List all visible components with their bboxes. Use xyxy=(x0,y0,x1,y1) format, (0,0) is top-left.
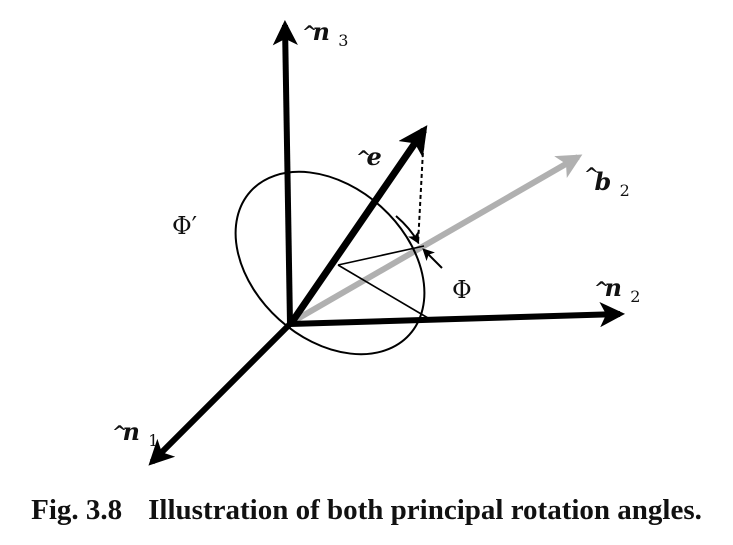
n1-axis xyxy=(148,321,293,466)
figure-caption-text: Illustration of both principal rotation … xyxy=(148,494,702,526)
phi-label: Φ xyxy=(452,276,472,304)
n1-sub: 1 xyxy=(148,431,158,450)
n2-axis xyxy=(289,302,626,328)
n2-label: ^ n 2 xyxy=(594,271,640,306)
rotation-diagram: ^ n 3 ^ n 2 ^ n 1 ^ e ^ b 2 Φ′ Φ xyxy=(112,15,640,466)
b2-base: b xyxy=(594,167,611,196)
rotation-ellipse xyxy=(234,170,426,356)
n3-label: ^ n 3 xyxy=(302,15,348,50)
n3-axis xyxy=(272,19,298,325)
e-base: e xyxy=(366,142,381,171)
n1-hat: ^ xyxy=(112,422,127,443)
phi-arrow xyxy=(422,248,443,269)
phi-prime-arrow xyxy=(395,215,420,245)
n2-hat: ^ xyxy=(594,278,609,299)
phi-prime-label: Φ′ xyxy=(172,212,197,240)
n1-base: n xyxy=(122,417,139,446)
n1-label: ^ n 1 xyxy=(112,415,158,450)
radius-to-ellipse-edge xyxy=(337,245,425,266)
e-label: ^ e xyxy=(356,140,382,171)
radius-to-n2 xyxy=(337,264,429,319)
n3-sub: 3 xyxy=(338,31,348,50)
e-hat: ^ xyxy=(356,147,371,168)
projection-dashed-line xyxy=(417,131,425,245)
n3-hat: ^ xyxy=(302,22,317,43)
b2-axis xyxy=(290,154,583,325)
n2-base: n xyxy=(604,273,621,302)
n2-sub: 2 xyxy=(630,287,640,306)
n3-base: n xyxy=(312,17,329,46)
b2-hat: ^ xyxy=(584,164,599,185)
b2-label: ^ b 2 xyxy=(584,157,630,200)
figure-caption: Fig. 3.8 Illustration of both principal r… xyxy=(0,494,733,527)
figure-number: Fig. 3.8 xyxy=(31,494,123,526)
b2-sub: 2 xyxy=(620,181,630,200)
e-axis xyxy=(289,125,428,324)
